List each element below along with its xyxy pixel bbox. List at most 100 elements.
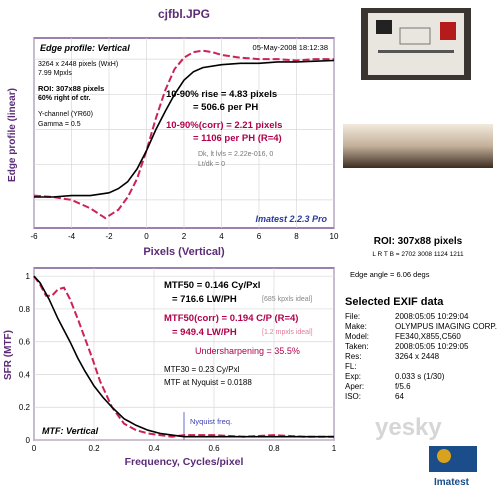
mtf50-line-1: MTF50 = 0.146 Cy/Pxl <box>164 280 260 291</box>
top-panel: -6 -4 -2 0 2 4 6 8 10 <box>30 37 339 241</box>
exif-row: File: 2008:05:05 10:29:04 <box>345 312 497 322</box>
top-xtick-label: 0 <box>144 232 149 241</box>
roi-line-2: 60% right of ctr. <box>38 95 91 102</box>
watermark: yesky <box>375 414 442 441</box>
corr-line-2: = 1106 per PH (R=4) <box>193 133 282 144</box>
dk-line-1: Dk, lt lvls = 2.22e-016, 0 <box>198 151 273 158</box>
mtf50corr-ideal: [1.2 mpxls ideal] <box>262 329 313 336</box>
exif-value: 2008:05:05 10:29:05 <box>395 342 469 351</box>
exif-row: Taken: 2008:05:05 10:29:05 <box>345 342 497 352</box>
bottom-xtick-label: 0.8 <box>268 444 280 453</box>
exif-row: Make: OLYMPUS IMAGING CORP. <box>345 322 497 332</box>
top-panel-label: Edge profile: Vertical <box>40 43 130 53</box>
rise-line-1: 10-90% rise = 4.83 pixels <box>166 89 277 100</box>
top-xlabel: Pixels (Vertical) <box>143 246 225 258</box>
exif-value: f/5.6 <box>395 382 411 391</box>
chart-title: cjfbl.JPG <box>158 7 210 21</box>
right-lrtb: L R T B = 2702 3008 1124 1211 <box>372 251 464 258</box>
mtf50corr-line-2: = 949.4 LW/PH <box>172 327 237 338</box>
thumb-bar <box>378 50 454 53</box>
top-xtick-label: -4 <box>68 232 76 241</box>
exif-key: ISO: <box>345 392 362 401</box>
bottom-ytick-label: 0.6 <box>19 338 31 347</box>
exif-row: FL: <box>345 362 497 372</box>
roi-thumbnail <box>343 124 493 168</box>
bottom-panel-label: MTF: Vertical <box>42 426 99 436</box>
exif-value: 3264 x 2448 <box>395 352 440 361</box>
top-xtick-label: 4 <box>219 232 224 241</box>
top-ylabel: Edge profile (linear) <box>7 88 18 182</box>
exif-value: FE340,X855,C560 <box>395 332 461 341</box>
top-xtick-label: -6 <box>30 232 38 241</box>
edge-angle: Edge angle = 6.06 degs <box>350 270 430 279</box>
top-xtick-label: 6 <box>257 232 262 241</box>
exif-key: FL: <box>345 362 357 371</box>
info-line-1: 3264 x 2448 pixels (WxH) <box>38 61 118 68</box>
bottom-xticks: 0 0.2 0.4 0.6 0.8 1 <box>32 444 337 453</box>
bottom-xtick-label: 1 <box>332 444 337 453</box>
exif-row: Exp: 0.033 s (1/30) <box>345 372 497 382</box>
exif-key: Taken: <box>345 342 369 351</box>
top-xtick-label: 2 <box>182 232 187 241</box>
brand-label: Imatest 2.2.3 Pro <box>255 214 327 224</box>
logo-bg <box>429 446 477 472</box>
bottom-ytick-label: 0 <box>26 436 31 445</box>
nyquist-label: Nyquist freq. <box>190 417 232 426</box>
exif-key: Res: <box>345 352 362 361</box>
bottom-ylabel: SFR (MTF) <box>3 330 14 380</box>
undersharpening: Undersharpening = 35.5% <box>195 346 300 356</box>
exif-key: Make: <box>345 322 367 331</box>
bottom-grid <box>33 268 335 441</box>
mtf-line <box>33 275 334 438</box>
bottom-xtick-label: 0.6 <box>208 444 220 453</box>
mtf50-line-2: = 716.6 LW/PH <box>172 294 237 305</box>
bottom-panel: 0 0.2 0.4 0.6 0.8 1 0 0.2 0.4 0.6 0.8 1 <box>19 267 337 453</box>
bottom-ytick-label: 1 <box>26 272 31 281</box>
exif-table: File: 2008:05:05 10:29:04 Make: OLYMPUS IM… <box>345 312 497 402</box>
bottom-yticks: 0 0.2 0.4 0.6 0.8 1 <box>19 272 31 445</box>
channel-line: Y-channel (YR60) <box>38 111 93 118</box>
exif-key: File: <box>345 312 361 321</box>
right-roi: ROI: 307x88 pixels <box>374 236 463 247</box>
top-xtick-label: 10 <box>330 232 339 241</box>
roi-image <box>343 124 493 168</box>
bottom-xtick-label: 0.4 <box>148 444 160 453</box>
top-xticks: -6 -4 -2 0 2 4 6 8 10 <box>30 232 339 241</box>
bottom-xtick-label: 0.2 <box>88 444 100 453</box>
bottom-xlabel: Frequency, Cycles/pixel <box>125 456 244 468</box>
exif-key: Exp: <box>345 372 362 381</box>
mtf-corr-line <box>33 275 334 438</box>
exif-value: 0.033 s (1/30) <box>395 372 445 381</box>
exif-row: Res: 3264 x 2448 <box>345 352 497 362</box>
bottom-ytick-label: 0.2 <box>19 403 31 412</box>
logo-circle <box>437 449 451 463</box>
thumb-block <box>376 20 392 34</box>
top-xtick-label: 8 <box>294 232 299 241</box>
date-label: 05-May-2008 18:12:38 <box>253 43 328 52</box>
corr-line-1: 10-90%(corr) = 2.21 pixels <box>166 120 282 131</box>
edge-line <box>34 59 335 198</box>
exif-value: 64 <box>395 392 404 401</box>
exif-value: 2008:05:05 10:29:04 <box>395 312 469 321</box>
exif-row: ISO: 64 <box>345 392 497 402</box>
rise-line-2: = 506.6 per PH <box>193 102 258 113</box>
exif-row: Aper: f/5.6 <box>345 382 497 392</box>
imatest-logo: Imatest <box>429 446 477 488</box>
bottom-ytick-label: 0.8 <box>19 305 31 314</box>
thumb-red-block <box>440 22 456 40</box>
thumb-roi <box>399 27 431 45</box>
dk-line-2: Lt/dk = 0 <box>198 161 225 168</box>
mtf50-ideal: [685 kpxls ideal] <box>262 296 312 303</box>
exif-row: Model: FE340,X855,C560 <box>345 332 497 342</box>
exif-key: Aper: <box>345 382 365 391</box>
exif-title: Selected EXIF data <box>345 296 444 308</box>
gamma-line: Gamma = 0.5 <box>38 121 81 128</box>
bottom-xtick-label: 0 <box>32 444 37 453</box>
mtf30-line: MTF30 = 0.23 Cy/Pxl <box>164 365 240 374</box>
bottom-ytick-label: 0.4 <box>19 370 31 379</box>
top-xtick-label: -2 <box>105 232 113 241</box>
info-line-2: 7.99 Mpxls <box>38 70 72 77</box>
edge-corr-line <box>33 49 334 220</box>
logo-text: Imatest <box>434 477 470 488</box>
